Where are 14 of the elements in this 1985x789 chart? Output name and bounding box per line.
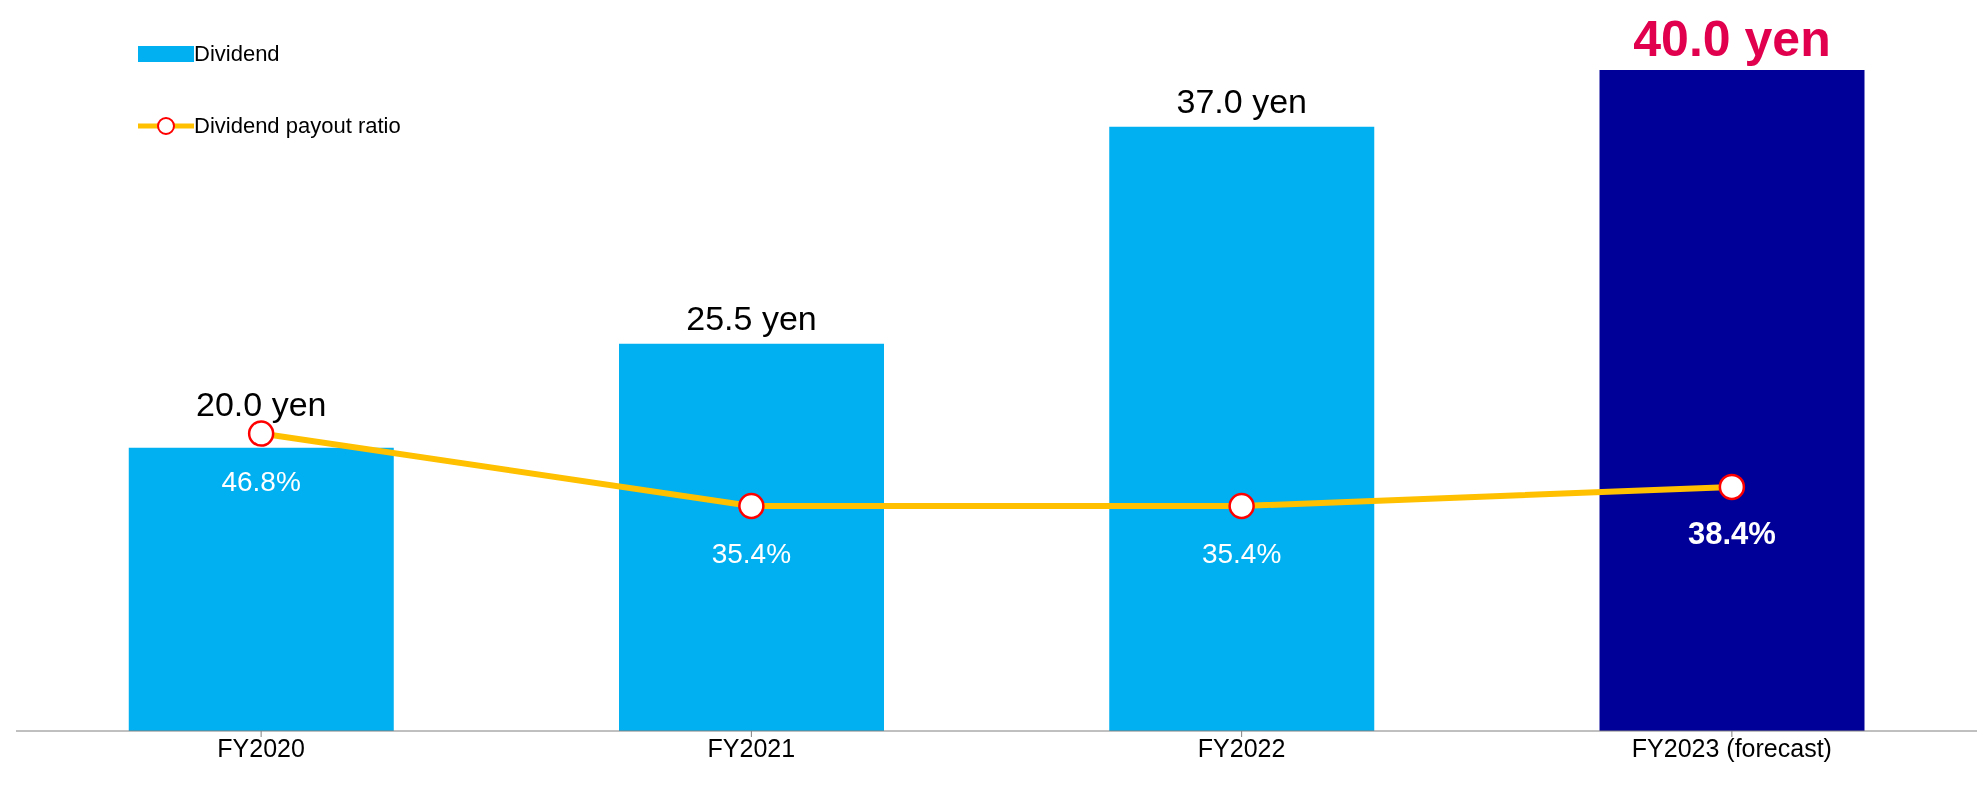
data-label: 25.5 yen: [686, 298, 817, 337]
data-label: 35.4%: [1201, 538, 1282, 570]
data-label: 20.0 yen: [196, 384, 327, 423]
data-label: 38.4%: [1687, 515, 1776, 551]
x-tick-label: FY2020: [217, 733, 305, 762]
x-tick-label: FY2023 (forecast): [1631, 733, 1832, 762]
x-tick-label: FY2021: [707, 733, 796, 762]
data-label: 46.8%: [221, 465, 301, 497]
legend-label: Dividend: [194, 41, 280, 67]
x-tick-label: FY2022: [1197, 733, 1286, 762]
data-label: 37.0 yen: [1176, 81, 1307, 120]
legend-label: Dividend payout ratio: [194, 113, 401, 139]
data-label: 40.0 yen: [1633, 11, 1831, 67]
data-label: 35.4%: [711, 538, 792, 570]
